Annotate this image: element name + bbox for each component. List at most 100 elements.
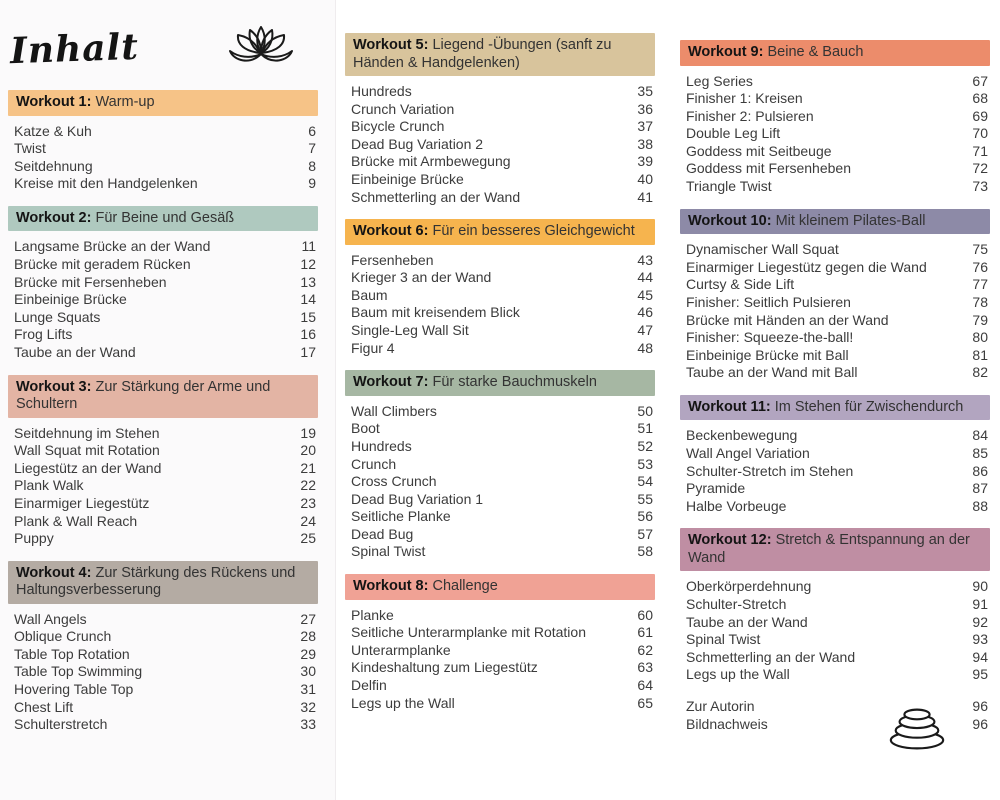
toc-entry-label: Krieger 3 an der Wand — [351, 269, 492, 286]
toc-entry: Crunch 53 — [351, 456, 653, 474]
toc-entry-page: 56 — [637, 508, 653, 525]
toc-entry-page: 9 — [308, 175, 316, 192]
toc-entry: Planke 60 — [351, 607, 653, 625]
toc-entry-page: 92 — [972, 613, 988, 630]
toc-entry: Puppy 25 — [14, 530, 316, 548]
toc-entry: Single-Leg Wall Sit 47 — [351, 322, 653, 340]
section-header: Workout 2: Für Beine und Gesäß — [8, 205, 318, 232]
toc-entry: Halbe Vorbeuge 88 — [686, 498, 988, 516]
toc-entry: Einbeinige Brücke 40 — [351, 171, 653, 189]
toc-entry: Krieger 3 an der Wand 44 — [351, 269, 653, 287]
toc-entry: Brücke mit Fersenheben 13 — [14, 274, 316, 292]
toc-entry-label: Schulterstretch — [14, 716, 108, 733]
toc-entry: Taube an der Wand mit Ball 82 — [686, 364, 988, 382]
toc-entry-label: Puppy — [14, 530, 54, 547]
toc-entry-page: 79 — [972, 311, 988, 328]
toc-entry-label: Lunge Squats — [14, 308, 101, 325]
toc-entry-page: 58 — [637, 543, 653, 560]
toc-entry: Einbeinige Brücke 14 — [14, 291, 316, 309]
section-header-label: Workout 2: — [16, 209, 92, 226]
toc-entry: Spinal Twist 93 — [686, 631, 988, 649]
toc-entry: Double Leg Lift 70 — [686, 125, 988, 143]
toc-entry-label: Brücke mit geradem Rücken — [14, 255, 191, 272]
section-header: Workout 8: Challenge — [345, 574, 655, 600]
toc-entry-label: Hundreds — [351, 83, 412, 99]
toc-entry-page: 28 — [300, 628, 316, 645]
section-header: Workout 4: Zur Stärkung des Rückens und … — [8, 560, 318, 604]
toc-entry-label: Kreise mit den Handgelenken — [14, 175, 198, 192]
toc-entry: Boot 51 — [351, 420, 653, 438]
section-header-subtitle: Zur Stärkung der Arme und Schultern — [16, 378, 271, 413]
toc-entry-label: Oberkörperdehnung — [686, 578, 812, 595]
toc-entry: Seitdehnung im Stehen 19 — [14, 425, 316, 443]
toc-entry-page: 96 — [972, 697, 988, 714]
toc-entry: Einarmiger Liegestütz gegen die Wand 76 — [686, 259, 988, 277]
section-header-subtitle: Für ein besseres Gleichgewicht — [432, 223, 635, 240]
toc-entry-label: Zur Autorin — [686, 697, 755, 714]
toc-entry-page: 82 — [972, 364, 988, 381]
toc-entry-label: Baum mit kreisendem Blick — [351, 304, 520, 321]
toc-entry-page: 48 — [637, 339, 653, 356]
workout-section-12: Workout 12: Stretch & Entspannung an der… — [680, 528, 990, 684]
toc-entry: Finisher: Seitlich Pulsieren 78 — [686, 294, 988, 312]
toc-entry: Baum 45 — [351, 287, 653, 305]
section-header-subtitle: Im Stehen für Zwischendurch — [774, 398, 964, 415]
toc-entry-label: Taube an der Wand — [686, 613, 808, 630]
toc-entry-page: 53 — [637, 455, 653, 472]
toc-entry: Plank & Wall Reach 24 — [14, 513, 316, 531]
toc-entry-page: 95 — [972, 666, 988, 683]
workout-section-4: Workout 4: Zur Stärkung des Rückens und … — [8, 560, 318, 734]
toc-entry: Cross Crunch 54 — [351, 473, 653, 491]
toc-entry-label: Brücke mit Armbewegung — [351, 153, 511, 170]
toc-entry-label: Einarmiger Liegestütz — [14, 494, 150, 511]
toc-entry: Bildnachweis 96 — [686, 716, 988, 734]
toc-entry-label: Single-Leg Wall Sit — [351, 322, 469, 339]
toc-entry-label: Finisher: Seitlich Pulsieren — [686, 293, 851, 310]
toc-entry-label: Hovering Table Top — [14, 681, 134, 698]
toc-entry: Wall Squat mit Rotation 20 — [14, 442, 316, 460]
toc-entry: Schulterstretch 33 — [14, 716, 316, 734]
toc-entry-page: 70 — [972, 125, 988, 142]
toc-entry-page: 33 — [300, 716, 316, 733]
toc-entry: Baum mit kreisendem Blick 46 — [351, 304, 653, 322]
toc-entry: Unterarmplanke 62 — [351, 642, 653, 660]
toc-entry-label: Goddess mit Fersenheben — [686, 160, 851, 177]
section-header-subtitle: Für Beine und Gesäß — [95, 209, 235, 226]
toc-entry: Bicycle Crunch 37 — [351, 118, 653, 136]
toc-entry: Table Top Swimming 30 — [14, 663, 316, 681]
toc-entry-page: 52 — [637, 437, 653, 454]
section-items: Planke 60 Seitliche Unterarmplanke mit Rot… — [345, 607, 655, 713]
toc-entry-page: 87 — [972, 480, 988, 497]
toc-entry-page: 80 — [972, 329, 988, 346]
toc-entry: Goddess mit Seitbeuge 71 — [686, 143, 988, 161]
toc-entry-page: 22 — [300, 477, 316, 494]
section-header-label: Workout 6: — [353, 223, 429, 240]
toc-column-2: Workout 5: Liegend -Übungen (sanft zu Hä… — [345, 0, 655, 725]
toc-entry: Brücke mit geradem Rücken 12 — [14, 256, 316, 274]
toc-entry: Hundreds 35 — [351, 83, 653, 101]
lotus-icon — [229, 26, 293, 62]
toc-entry-page: 86 — [972, 462, 988, 479]
toc-entry: Beckenbewegung 84 — [686, 427, 988, 445]
toc-entry: Spinal Twist 58 — [351, 543, 653, 561]
toc-entry: Figur 4 48 — [351, 340, 653, 358]
toc-entry: Triangle Twist 73 — [686, 178, 988, 196]
toc-entry: Brücke mit Händen an der Wand 79 — [686, 312, 988, 330]
toc-entry-label: Seitdehnung im Stehen — [14, 424, 160, 441]
toc-entry-page: 29 — [300, 645, 316, 662]
toc-entry-label: Spinal Twist — [351, 543, 426, 560]
section-header-subtitle: Mit kleinem Pilates-Ball — [775, 212, 926, 229]
toc-entry-page: 78 — [972, 293, 988, 310]
section-items: Beckenbewegung 84 Wall Angel Variation 85 Sc… — [680, 427, 990, 515]
toc-entry: Dynamischer Wall Squat 75 — [686, 241, 988, 259]
toc-entry-label: Bicycle Crunch — [351, 118, 445, 135]
toc-entry: Taube an der Wand 17 — [14, 344, 316, 362]
toc-entry-page: 51 — [637, 420, 653, 437]
toc-entry: Hundreds 52 — [351, 438, 653, 456]
section-header-subtitle: Challenge — [432, 578, 498, 595]
toc-entry-label: Langsame Brücke an der Wand — [14, 238, 211, 255]
toc-entry: Zur Autorin 96 — [686, 698, 988, 716]
toc-entry-label: Baum — [351, 286, 388, 303]
toc-entry-page: 91 — [972, 595, 988, 612]
toc-entry: Kindeshaltung zum Liegestütz 63 — [351, 659, 653, 677]
